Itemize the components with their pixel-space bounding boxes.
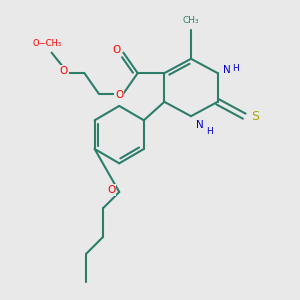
Text: CH₃: CH₃ bbox=[183, 16, 199, 26]
Text: N: N bbox=[196, 120, 204, 130]
Text: O: O bbox=[107, 185, 115, 195]
Text: H: H bbox=[206, 127, 213, 136]
Text: O: O bbox=[112, 45, 120, 55]
Text: O: O bbox=[115, 90, 123, 100]
Text: N: N bbox=[223, 65, 231, 75]
Text: S: S bbox=[252, 110, 260, 123]
Text: O−CH₃: O−CH₃ bbox=[33, 39, 62, 48]
Text: H: H bbox=[232, 64, 238, 73]
Text: O: O bbox=[60, 66, 68, 76]
